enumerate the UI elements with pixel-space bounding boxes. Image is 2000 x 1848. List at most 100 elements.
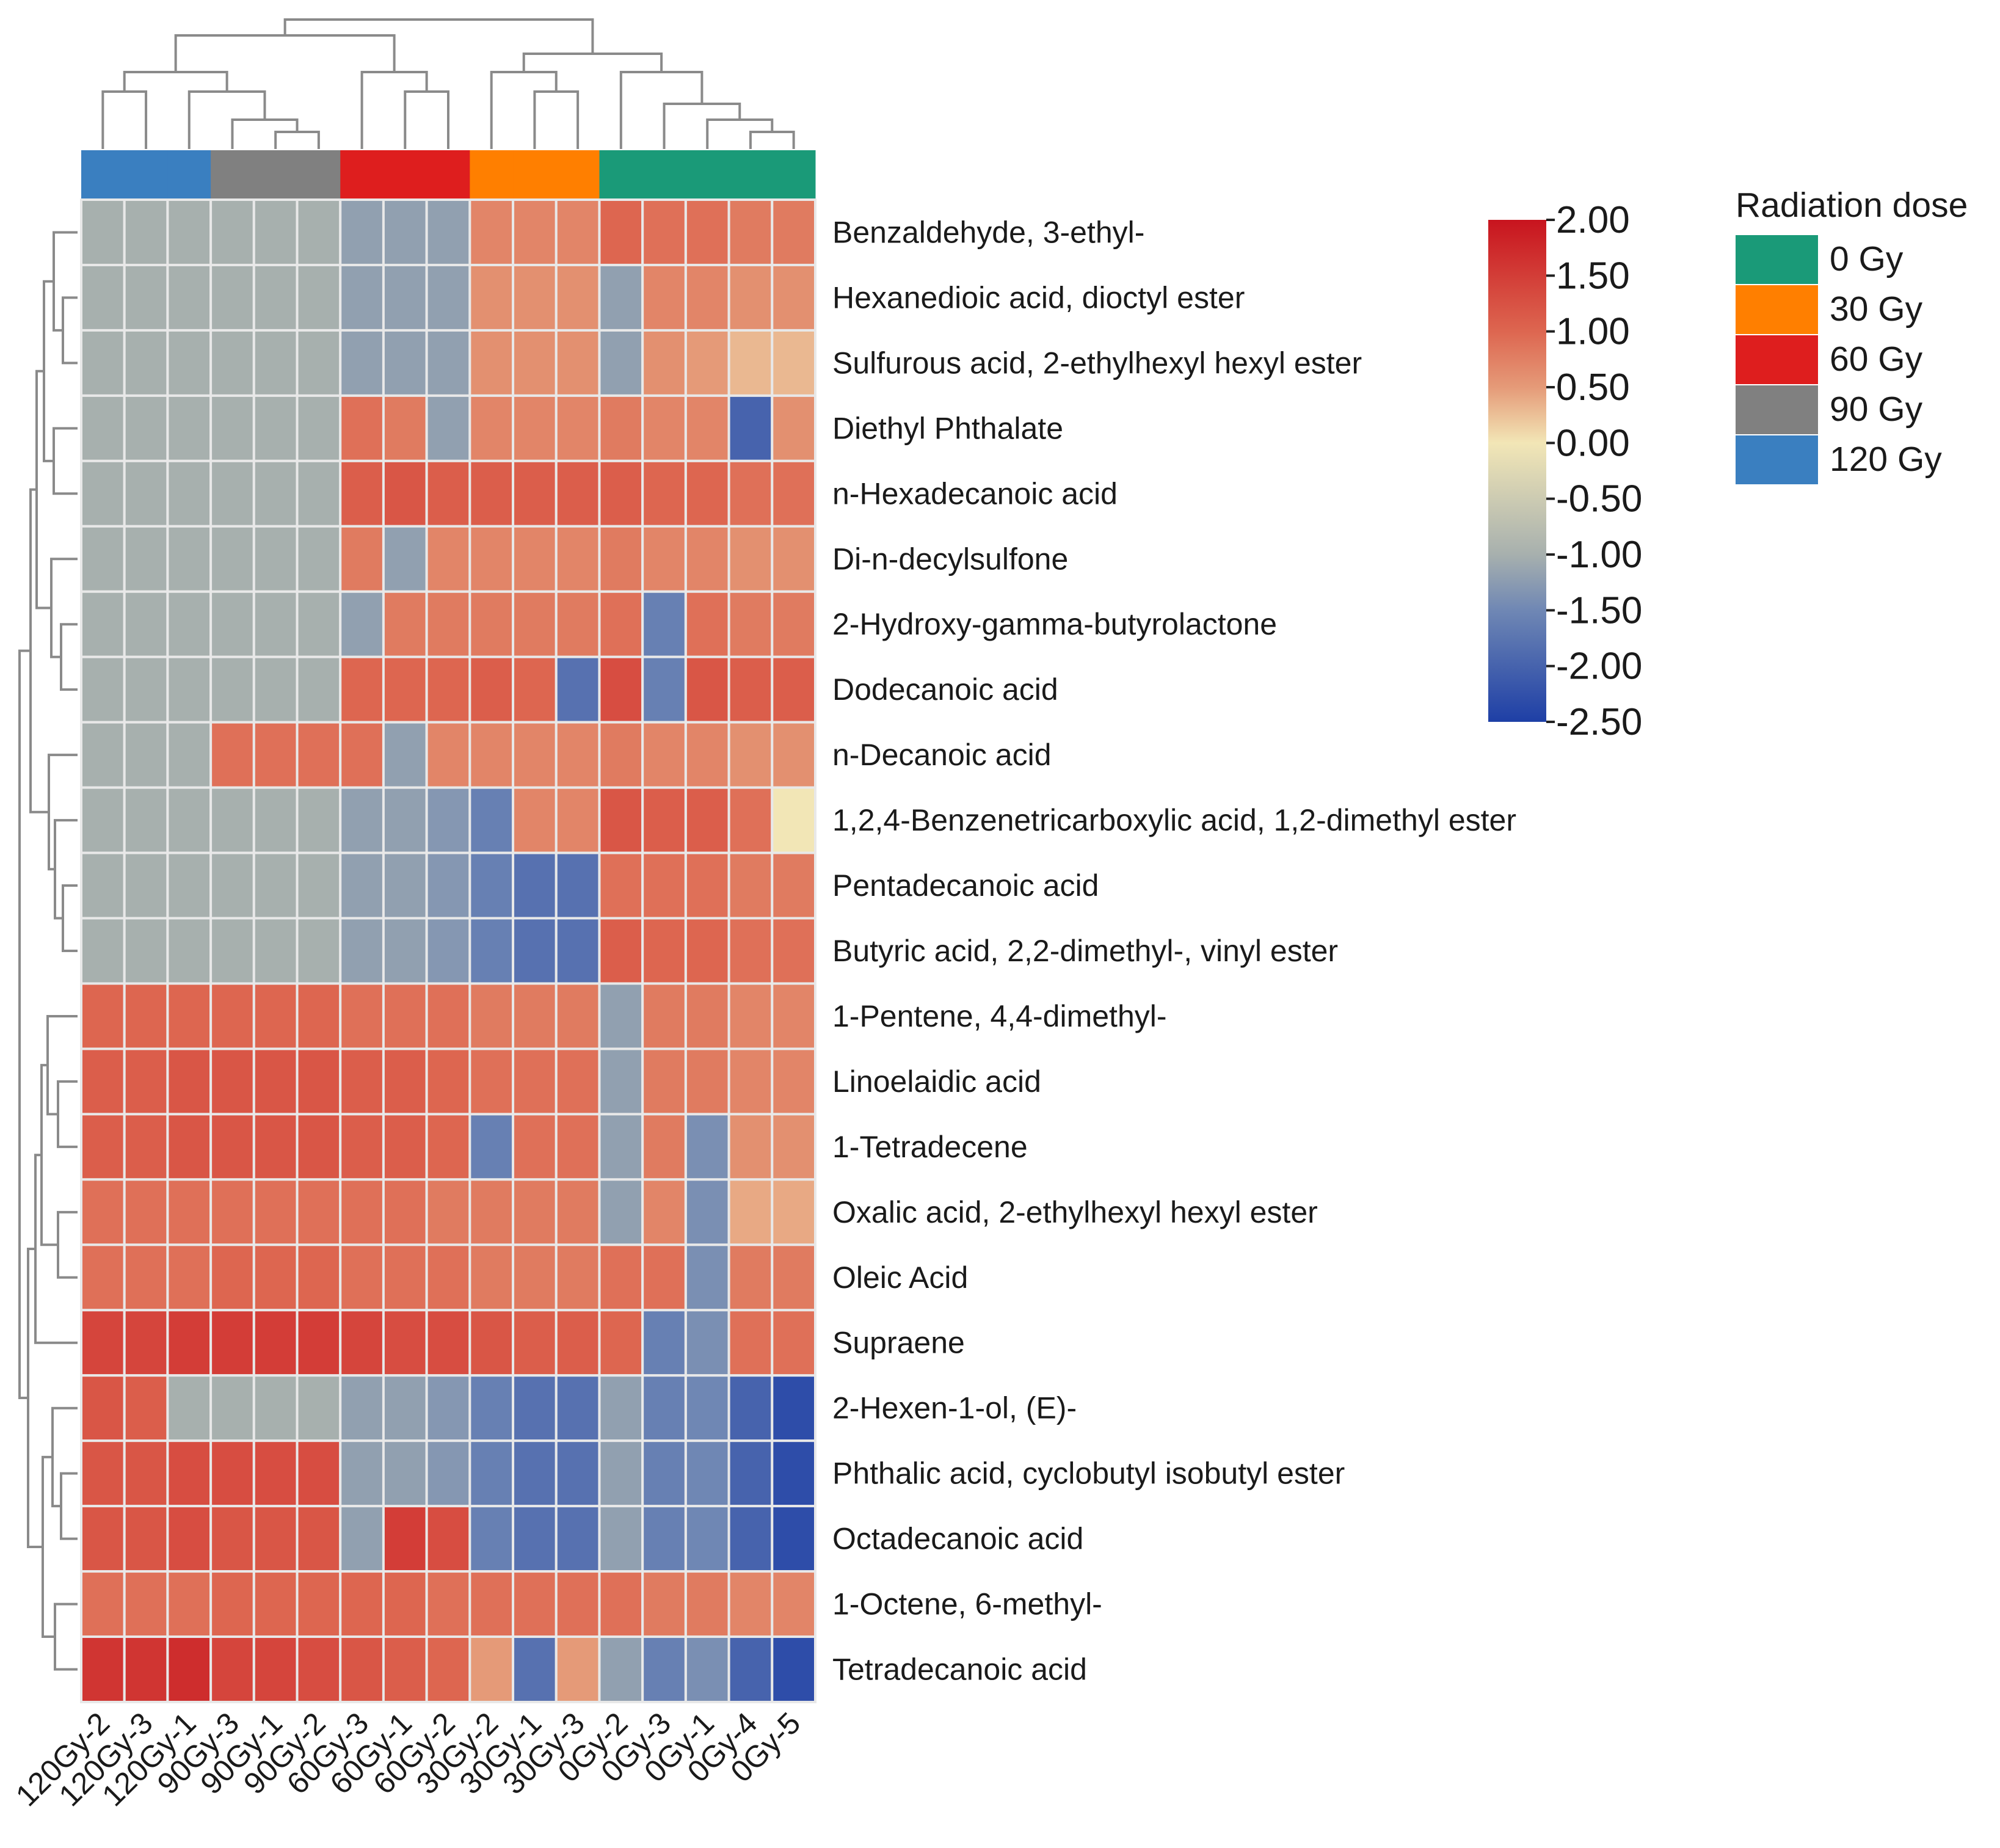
heatmap-cell [771,786,816,854]
heatmap-cell [425,329,471,397]
heatmap-cell [80,721,126,789]
heatmap-cell [512,1113,558,1181]
group-bar-cell [340,150,384,199]
heatmap-cell [166,459,213,528]
row-label: Supraene [832,1326,965,1360]
heatmap-cell [598,1309,644,1377]
heatmap-cell [641,1243,687,1312]
heatmap-cell [209,655,255,724]
heatmap-cell [641,1439,687,1508]
heatmap-cell [296,1309,342,1377]
heatmap-cell [209,1439,255,1508]
heatmap-cell [771,721,816,789]
heatmap-cell [123,1439,169,1508]
heatmap-cell [555,329,601,397]
heatmap-cell [209,1505,255,1573]
heatmap-cell [555,198,601,266]
heatmap-cell [684,1047,730,1116]
column-dendrogram [101,18,795,149]
heatmap-cell [468,394,515,462]
row-dendrogram-link [29,488,49,813]
heatmap-cell [727,1047,774,1116]
heatmap-cell [339,1570,385,1639]
column-dendrogram-link [619,71,704,149]
heatmap-cell [468,1243,515,1312]
group-bar-cell [426,150,470,199]
column-dendrogram-link [274,131,320,149]
heatmap-cell [296,590,342,658]
heatmap-cell [641,1570,687,1639]
row-dendrogram-link [54,1602,78,1671]
heatmap-cell [512,721,558,789]
heatmap-cell [296,329,342,397]
heatmap-cell [512,263,558,332]
legend-swatch [1736,385,1818,434]
heatmap-cell [296,1635,342,1703]
heatmap-cell [209,198,255,266]
colorbar-tick-label: 1.50 [1556,255,1630,297]
heatmap-cell [468,1505,515,1573]
group-bar-cell [253,150,298,199]
heatmap-cell [727,590,774,658]
heatmap-cell [598,590,644,658]
heatmap-cell [209,1309,255,1377]
heatmap-cell [555,1178,601,1246]
heatmap-cell [598,394,644,462]
column-dendrogram-link [101,90,148,149]
heatmap-cell [209,917,255,985]
heatmap-cell [123,525,169,593]
heatmap-cell [425,1113,471,1181]
heatmap-cell [468,329,515,397]
heatmap-cell [382,1505,428,1573]
heatmap-cell [727,1439,774,1508]
heatmap-cell [512,1439,558,1508]
row-dendrogram-link [46,1014,78,1116]
heatmap-cell [684,1113,730,1181]
heatmap-cell [382,329,428,397]
heatmap-cell [468,1178,515,1246]
heatmap-cell [727,263,774,332]
heatmap-cell [209,1047,255,1116]
heatmap-cell [209,1635,255,1703]
heatmap-cell [382,1635,428,1703]
heatmap-cell [80,394,126,462]
heatmap-cell [641,263,687,332]
heatmap-cell [123,198,169,266]
column-dendrogram-link [283,18,594,54]
heatmap-cell [598,786,644,854]
heatmap-cell [727,394,774,462]
heatmap-cell [555,525,601,593]
column-dendrogram-link [749,131,795,149]
heatmap-cell [425,982,471,1050]
heatmap-cell [598,1047,644,1116]
heatmap-cell [382,1439,428,1508]
heatmap-cell [771,917,816,985]
legend-swatch [1736,285,1818,334]
heatmap-cell [425,917,471,985]
heatmap-cell [512,198,558,266]
heatmap-cell [252,1243,299,1312]
row-dendrogram-link [18,649,31,1399]
heatmap-cell [80,525,126,593]
heatmap-cell [80,1505,126,1573]
group-bar-cell [81,150,125,199]
heatmap-cell [641,459,687,528]
row-label: n-Decanoic acid [832,738,1052,772]
legend-label: 30 Gy [1830,289,1923,329]
column-dendrogram-link [231,118,299,149]
heatmap-cell [771,1243,816,1312]
heatmap-cell [512,1243,558,1312]
column-labels: 120Gy-2120Gy-3120Gy-190Gy-390Gy-190Gy-26… [9,1706,807,1813]
heatmap-cell [123,721,169,789]
heatmap-cell [382,655,428,724]
colorbar-tick-label: 1.00 [1556,311,1630,353]
heatmap-cell [771,655,816,724]
heatmap-cell [296,1505,342,1573]
heatmap-cell [641,982,687,1050]
heatmap-cell [512,394,558,462]
heatmap-cell [512,1047,558,1116]
heatmap-cell [468,917,515,985]
heatmap-cell [166,1309,213,1377]
heatmap-cell [80,1635,126,1703]
heatmap-cell [296,655,342,724]
